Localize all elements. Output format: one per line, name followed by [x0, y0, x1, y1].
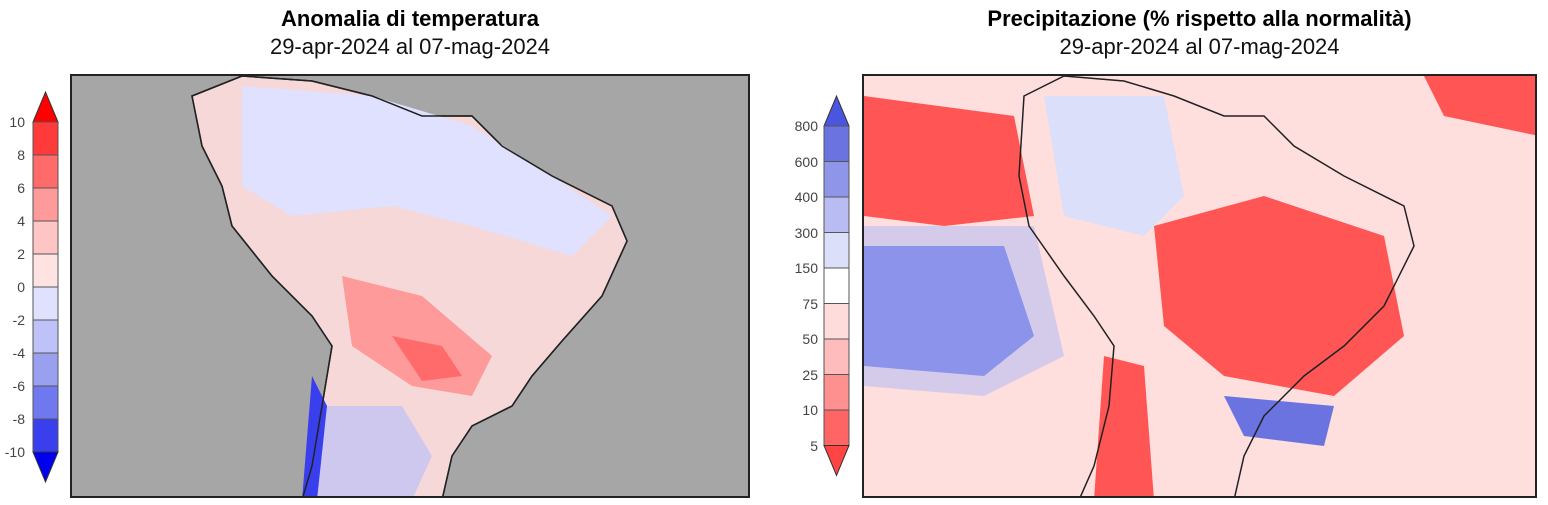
- dry-brazil: [1154, 196, 1404, 396]
- dry-northeast: [1424, 76, 1535, 136]
- colorbar-top-arrow: [823, 94, 850, 127]
- colorbar-bottom-arrow: [823, 445, 850, 477]
- precip-subtitle: 29-apr-2024 al 07-mag-2024: [1059, 34, 1340, 59]
- coastline: [1018, 76, 1415, 496]
- colorbar-segment: [32, 352, 59, 387]
- wet-pacific-halo: [864, 226, 1064, 396]
- colorbar-segment: [823, 338, 850, 375]
- colorbar-segment: [823, 196, 850, 233]
- colorbar-segment: [32, 286, 59, 321]
- temperature-title: Anomalia di temperatura: [281, 6, 539, 31]
- colorbar-tick-label: 10: [9, 114, 25, 130]
- colorbar-tick-label: -4: [12, 345, 25, 361]
- colorbar-segment: [32, 121, 59, 156]
- colorbar-tick-label: -2: [12, 312, 25, 328]
- colorbar-tick-label: 5: [810, 437, 818, 454]
- colorbar-segment: [823, 303, 850, 340]
- cool-anomaly-north: [242, 86, 612, 256]
- precip-title: Precipitazione (% rispetto alla normalit…: [987, 6, 1412, 31]
- cool-anomaly-south: [312, 406, 432, 496]
- colorbar-tick-label: 400: [794, 189, 818, 205]
- colorbar-segment: [823, 374, 850, 411]
- colorbar-segment: [823, 267, 850, 304]
- colorbar-segment: [32, 319, 59, 354]
- colorbar-tick-label: 150: [794, 260, 818, 276]
- colorbar-tick-label: 4: [17, 213, 25, 229]
- colorbar-bottom-arrow: [32, 451, 59, 484]
- colorbar-tick-label: 25: [802, 366, 818, 383]
- colorbar-tick-label: 2: [17, 246, 25, 262]
- coastline: [191, 76, 628, 496]
- colorbar-tick-label: 75: [802, 295, 818, 312]
- dry-chile: [1094, 356, 1154, 496]
- colorbar-tick-label: 10: [802, 402, 818, 418]
- colorbar-tick-label: 0: [17, 279, 25, 295]
- colorbar-tick-label: 8: [17, 147, 25, 163]
- colorbar-segment: [32, 418, 59, 453]
- colorbar-tick-label: 800: [794, 118, 818, 134]
- colorbar-tick-label: -10: [4, 444, 25, 460]
- colorbar-tick-label: -8: [12, 411, 25, 427]
- colorbar-segment: [823, 161, 850, 198]
- colorbar-tick-label: 600: [794, 153, 818, 170]
- precipitation-map: [862, 74, 1537, 498]
- colorbar-tick-label: -6: [12, 378, 25, 394]
- temperature-map: [70, 74, 750, 498]
- warm-anomaly-hot: [392, 336, 462, 381]
- colorbar-segment: [32, 187, 59, 222]
- colorbar-tick-label: 300: [794, 224, 818, 241]
- colorbar-tick-label: 6: [17, 180, 25, 196]
- temperature-subtitle: 29-apr-2024 al 07-mag-2024: [269, 34, 551, 59]
- colorbar-segment: [823, 125, 850, 162]
- colorbar-tick-label: 50: [802, 331, 818, 347]
- dry-pacific-north: [864, 96, 1034, 226]
- andes-cold: [302, 376, 327, 496]
- wet-uruguay: [1224, 396, 1334, 446]
- colorbar-segment: [823, 409, 850, 446]
- colorbar-segment: [32, 220, 59, 255]
- colorbar-segment: [823, 232, 850, 269]
- wet-andes: [1044, 96, 1184, 236]
